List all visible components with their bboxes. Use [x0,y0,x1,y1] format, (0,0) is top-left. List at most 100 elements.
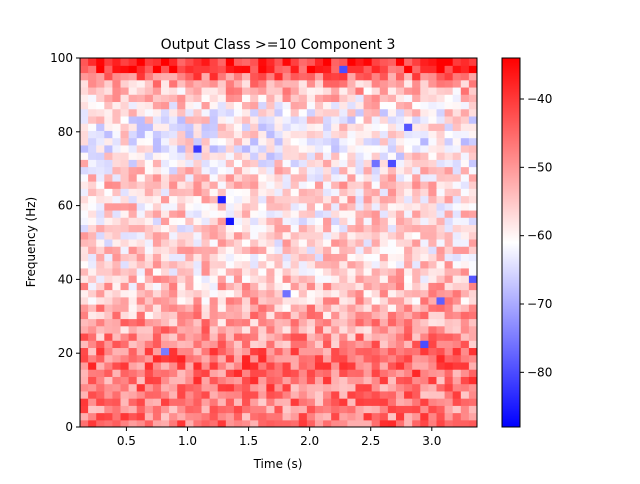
heatmap-cell [209,296,219,305]
heatmap-cell [112,260,122,269]
heatmap-cell [96,195,105,204]
heatmap-cell [339,325,348,334]
heatmap-cell [436,325,446,334]
heatmap-cell [104,405,114,414]
heatmap-cell [420,188,429,197]
heatmap-cell [371,144,381,153]
heatmap-cell [217,340,227,349]
heatmap-cell [298,238,308,247]
heatmap-cell [201,260,211,269]
heatmap-cell [120,260,130,269]
heatmap-cell [460,152,470,160]
heatmap-cell [420,412,429,421]
heatmap-cell [258,115,267,124]
heatmap-cell [193,137,203,146]
heatmap-cell [355,108,365,117]
heatmap-cell [290,58,300,66]
heatmap-cell [250,224,259,233]
heatmap-cell [217,361,227,370]
heatmap-cell [428,209,438,218]
heatmap-cell [88,325,97,334]
heatmap-cell [428,101,438,110]
heatmap-cell [201,354,211,363]
heatmap-cell [225,325,235,334]
heatmap-cell [136,246,146,254]
heatmap-cell [169,123,178,131]
heatmap-cell [339,340,348,349]
heatmap-cell [412,123,421,131]
heatmap-cell [314,173,324,182]
heatmap-cell [355,260,365,269]
heatmap-cell [379,282,389,291]
heatmap-cell [347,231,357,240]
heatmap-cell [152,260,162,269]
heatmap-cell [379,318,389,327]
heatmap-cell [282,130,292,139]
heatmap-cell [355,412,365,421]
heatmap-cell [298,275,308,283]
heatmap-cell [452,361,462,370]
heatmap-cell [339,412,348,421]
heatmap-cell [242,405,251,414]
heatmap-cell [379,369,389,377]
heatmap-cell [266,144,276,153]
heatmap-cell [161,231,170,240]
heatmap-cell [387,405,397,414]
heatmap-cell [258,332,267,341]
heatmap-cell [395,238,405,247]
heatmap-cell [371,173,381,182]
heatmap-cell [323,144,332,153]
heatmap-cell [387,181,397,189]
heatmap-cell [412,275,421,283]
heatmap-cell [274,325,284,334]
heatmap-cell [242,137,251,146]
heatmap-cell [152,238,162,247]
heatmap-cell [250,260,259,269]
heatmap-cell [452,224,462,233]
heatmap-cell [169,101,178,110]
heatmap-cell [177,311,186,320]
heatmap-cell [144,173,154,182]
heatmap-cell [420,181,429,189]
heatmap-cell [233,275,243,283]
heatmap-cell [225,260,235,269]
heatmap-cell [331,376,340,385]
heatmap-cell [144,217,154,226]
heatmap-cell [250,412,259,421]
heatmap-cell [355,72,365,81]
heatmap-cell [331,173,340,182]
heatmap-cell [306,79,316,88]
heatmap-cell [242,238,251,247]
heatmap-cell [250,101,259,110]
heatmap-cell [363,405,373,414]
heatmap-cell [266,72,276,81]
heatmap-cell [266,115,276,124]
heatmap-cell [379,202,389,211]
heatmap-cell [387,94,397,103]
heatmap-cell [355,217,365,226]
heatmap-cell [379,398,389,406]
heatmap-cell [152,376,162,385]
heatmap-cell [152,195,162,204]
heatmap-cell [460,267,470,276]
heatmap-cell [460,86,470,95]
heatmap-cell [363,115,373,124]
heatmap-cell [347,390,357,399]
heatmap-cell [169,340,178,349]
heatmap-cell [323,94,332,103]
heatmap-cell [420,369,429,377]
heatmap-cell [428,166,438,175]
heatmap-cell [323,224,332,233]
heatmap-cell [460,123,470,131]
heatmap-cell [306,152,316,160]
heatmap-cell [225,231,235,240]
heatmap-cell [290,275,300,283]
heatmap-cell [185,238,195,247]
heatmap-cell [452,130,462,139]
heatmap-cell [290,217,300,226]
heatmap-cell [128,238,138,247]
heatmap-cell [193,188,203,197]
heatmap-cell [96,325,105,334]
heatmap-cell [290,224,300,233]
heatmap-cell [128,65,138,74]
